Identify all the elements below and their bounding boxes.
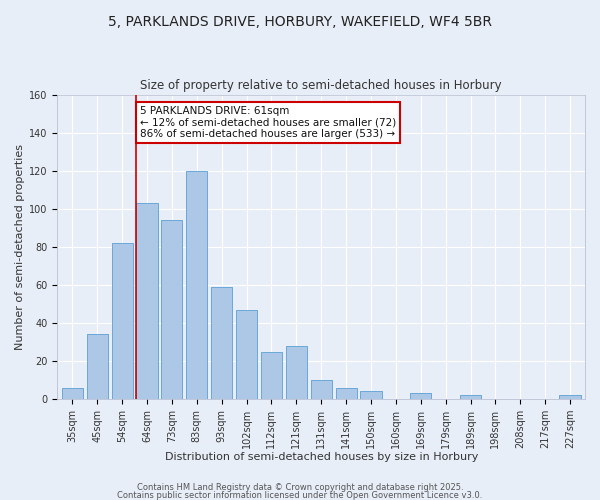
- Text: 5 PARKLANDS DRIVE: 61sqm
← 12% of semi-detached houses are smaller (72)
86% of s: 5 PARKLANDS DRIVE: 61sqm ← 12% of semi-d…: [140, 106, 397, 139]
- Text: Contains HM Land Registry data © Crown copyright and database right 2025.: Contains HM Land Registry data © Crown c…: [137, 483, 463, 492]
- Bar: [161, 220, 182, 399]
- Y-axis label: Number of semi-detached properties: Number of semi-detached properties: [15, 144, 25, 350]
- Bar: [112, 243, 133, 399]
- Bar: [62, 388, 83, 399]
- Bar: [261, 352, 282, 399]
- Bar: [186, 170, 208, 399]
- Bar: [211, 287, 232, 399]
- Text: 5, PARKLANDS DRIVE, HORBURY, WAKEFIELD, WF4 5BR: 5, PARKLANDS DRIVE, HORBURY, WAKEFIELD, …: [108, 15, 492, 29]
- Bar: [136, 203, 158, 399]
- X-axis label: Distribution of semi-detached houses by size in Horbury: Distribution of semi-detached houses by …: [164, 452, 478, 462]
- Bar: [286, 346, 307, 399]
- Bar: [410, 394, 431, 399]
- Bar: [236, 310, 257, 399]
- Bar: [86, 334, 108, 399]
- Bar: [361, 392, 382, 399]
- Bar: [311, 380, 332, 399]
- Bar: [335, 388, 356, 399]
- Bar: [460, 396, 481, 399]
- Text: Contains public sector information licensed under the Open Government Licence v3: Contains public sector information licen…: [118, 490, 482, 500]
- Title: Size of property relative to semi-detached houses in Horbury: Size of property relative to semi-detach…: [140, 79, 502, 92]
- Bar: [559, 396, 581, 399]
